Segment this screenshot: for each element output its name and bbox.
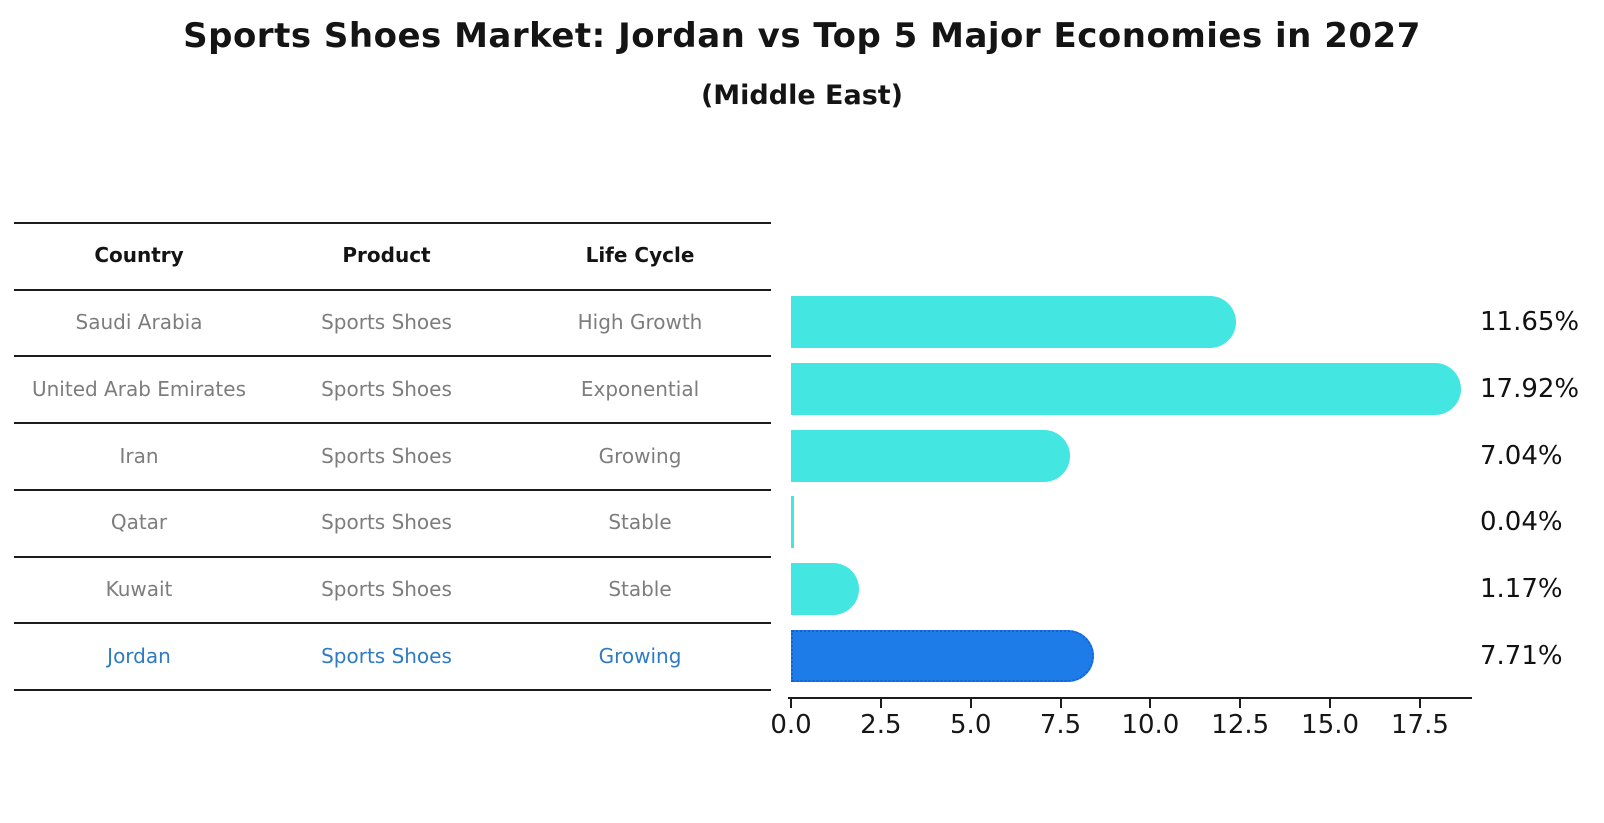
product-cell: Sports Shoes [321, 376, 452, 401]
x-tick [1418, 699, 1421, 708]
value-label: 11.65% [1480, 307, 1580, 337]
bar-united-arab-emirates [791, 362, 1462, 415]
table-row-jordan-highlighted: Jordan Sports Shoes Growing [14, 641, 771, 671]
bar-kuwait [791, 563, 860, 616]
country-cell: Iran [119, 443, 159, 468]
x-tick [790, 699, 792, 708]
country-cell: Qatar [110, 510, 168, 535]
value-label: 7.71% [1480, 641, 1563, 671]
product-cell: Sports Shoes [321, 577, 452, 602]
table-top-line [14, 222, 771, 224]
row-separator-line [14, 355, 771, 357]
product-cell: Sports Shoes [321, 310, 452, 334]
table-row-kuwait: Kuwait Sports Shoes Stable [14, 574, 771, 604]
value-label: 7.04% [1480, 440, 1563, 471]
x-tick-label: 5.0 [950, 710, 992, 740]
row-separator-line [14, 489, 771, 491]
bar-jordan-highlighted [791, 630, 1095, 682]
x-tick-label: 0.0 [770, 710, 812, 740]
x-axis-line [788, 697, 1472, 699]
x-tick [879, 699, 882, 708]
table-bottom-line [14, 689, 771, 691]
x-tick [1329, 699, 1332, 708]
column-header-life-cycle: Life Cycle [585, 243, 695, 267]
value-label: 17.92% [1480, 373, 1580, 404]
country-cell: United Arab Emirates [31, 376, 246, 401]
header-separator-line [14, 289, 771, 291]
x-tick [1059, 699, 1062, 708]
table-row-united-arab-emirates: United Arab Emirates Sports Shoes Expone… [14, 374, 771, 404]
product-cell: Sports Shoes [321, 443, 452, 468]
life-cycle-cell: Growing [598, 443, 682, 468]
row-separator-line [14, 556, 771, 558]
x-tick [1149, 699, 1152, 708]
life-cycle-cell: High Growth [577, 310, 703, 334]
x-tick-label: 12.5 [1211, 710, 1270, 740]
value-label: 0.04% [1480, 507, 1563, 538]
x-tick-label: 15.0 [1301, 710, 1360, 740]
bar-qatar [791, 496, 794, 549]
chart-title: Sports Shoes Market: Jordan vs Top 5 Maj… [183, 16, 1421, 56]
row-separator-line [14, 622, 771, 624]
country-cell: Saudi Arabia [75, 310, 203, 334]
table-row-qatar: Qatar Sports Shoes Stable [14, 507, 771, 537]
product-cell: Sports Shoes [321, 644, 452, 668]
x-tick-label: 2.5 [860, 710, 902, 740]
country-cell: Kuwait [105, 577, 173, 602]
x-tick [969, 699, 972, 708]
x-tick [1239, 699, 1242, 708]
product-cell: Sports Shoes [321, 510, 452, 535]
bar-iran [791, 429, 1071, 482]
column-header-product: Product [342, 243, 431, 267]
country-cell: Jordan [107, 644, 171, 668]
chart-subtitle: (Middle East) [700, 80, 904, 111]
life-cycle-cell: Growing [598, 644, 682, 668]
row-separator-line [14, 422, 771, 424]
table-row-iran: Iran Sports Shoes Growing [14, 441, 771, 471]
table-row-saudi-arabia: Saudi Arabia Sports Shoes High Growth [14, 307, 771, 337]
life-cycle-cell: Stable [608, 510, 672, 535]
x-tick-label: 10.0 [1121, 710, 1180, 740]
x-tick-label: 7.5 [1039, 710, 1082, 740]
table-header-row: Country Product Life Cycle [14, 238, 771, 272]
bar-saudi-arabia [791, 296, 1236, 348]
life-cycle-cell: Exponential [580, 376, 700, 401]
life-cycle-cell: Stable [608, 577, 672, 602]
value-label: 1.17% [1480, 574, 1563, 605]
column-header-country: Country [94, 243, 184, 267]
x-tick-label: 17.5 [1390, 710, 1449, 740]
